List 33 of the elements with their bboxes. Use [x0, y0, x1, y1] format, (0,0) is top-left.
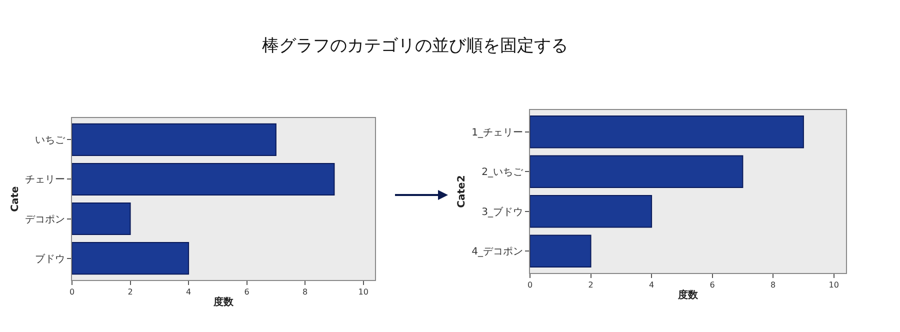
text: 棒グラフのカテゴリの並び順を固定する	[261, 35, 569, 57]
y-tick-label: 3_ブドウ	[482, 206, 523, 218]
x-tick-label: 6	[244, 288, 250, 297]
bar	[530, 115, 804, 148]
bar	[72, 242, 190, 275]
bar	[72, 202, 131, 236]
x-axis-title: 度数	[212, 296, 234, 308]
x-tick-label: 10	[358, 288, 368, 297]
y-axis-title: Cate2	[456, 175, 468, 208]
x-tick-label: 6	[710, 280, 715, 290]
y-tick-label: 4_デコポン	[472, 246, 523, 258]
bar	[72, 123, 276, 156]
x-tick-label: 4	[648, 280, 654, 290]
x-tick-label: 8	[770, 280, 776, 290]
x-tick-label: 10	[828, 280, 839, 290]
x-tick-label: 2	[588, 280, 594, 290]
y-tick-label: ブドウ	[35, 252, 65, 265]
bar	[530, 234, 592, 268]
y-tick-label: デコポン	[25, 214, 65, 226]
bar	[72, 162, 335, 196]
x-tick-label: 4	[186, 288, 192, 297]
bar	[530, 194, 652, 228]
y-axis-title: Cate	[10, 186, 21, 212]
x-tick-label: 8	[302, 288, 308, 297]
x-tick-label: 0	[69, 288, 75, 297]
y-tick-label: 1_チェリー	[472, 127, 523, 138]
y-tick-label: 2_いちご	[482, 167, 524, 178]
y-tick-label: いちご	[35, 135, 66, 146]
x-tick-label: 0	[527, 280, 533, 290]
x-tick-label: 2	[128, 288, 133, 297]
bar	[530, 155, 744, 188]
y-tick-label: チェリー	[25, 174, 65, 186]
x-axis-title: 度数	[677, 289, 699, 302]
